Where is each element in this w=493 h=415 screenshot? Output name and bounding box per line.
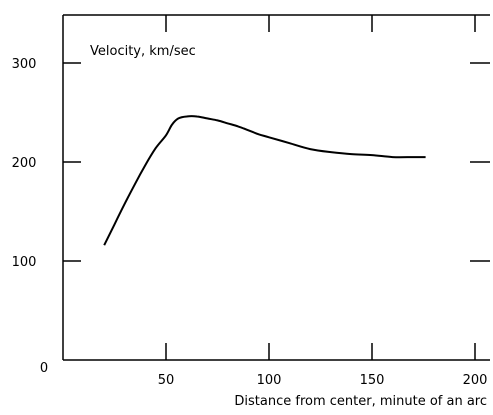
velocity-series-line [103,115,426,246]
y-tick-label: 300 [12,57,37,72]
y-tick-label: 200 [12,156,37,171]
origin-tick-label: 0 [40,361,48,376]
x-tick-label: 100 [257,373,282,388]
x-tick-label: 50 [158,373,175,388]
x-axis-label: Distance from center, minute of an arc [234,394,487,409]
y-axis-label: Velocity, km/sec [90,44,196,59]
y-tick-label: 100 [12,255,37,270]
x-tick-label: 200 [463,373,488,388]
x-tick-label: 150 [360,373,385,388]
